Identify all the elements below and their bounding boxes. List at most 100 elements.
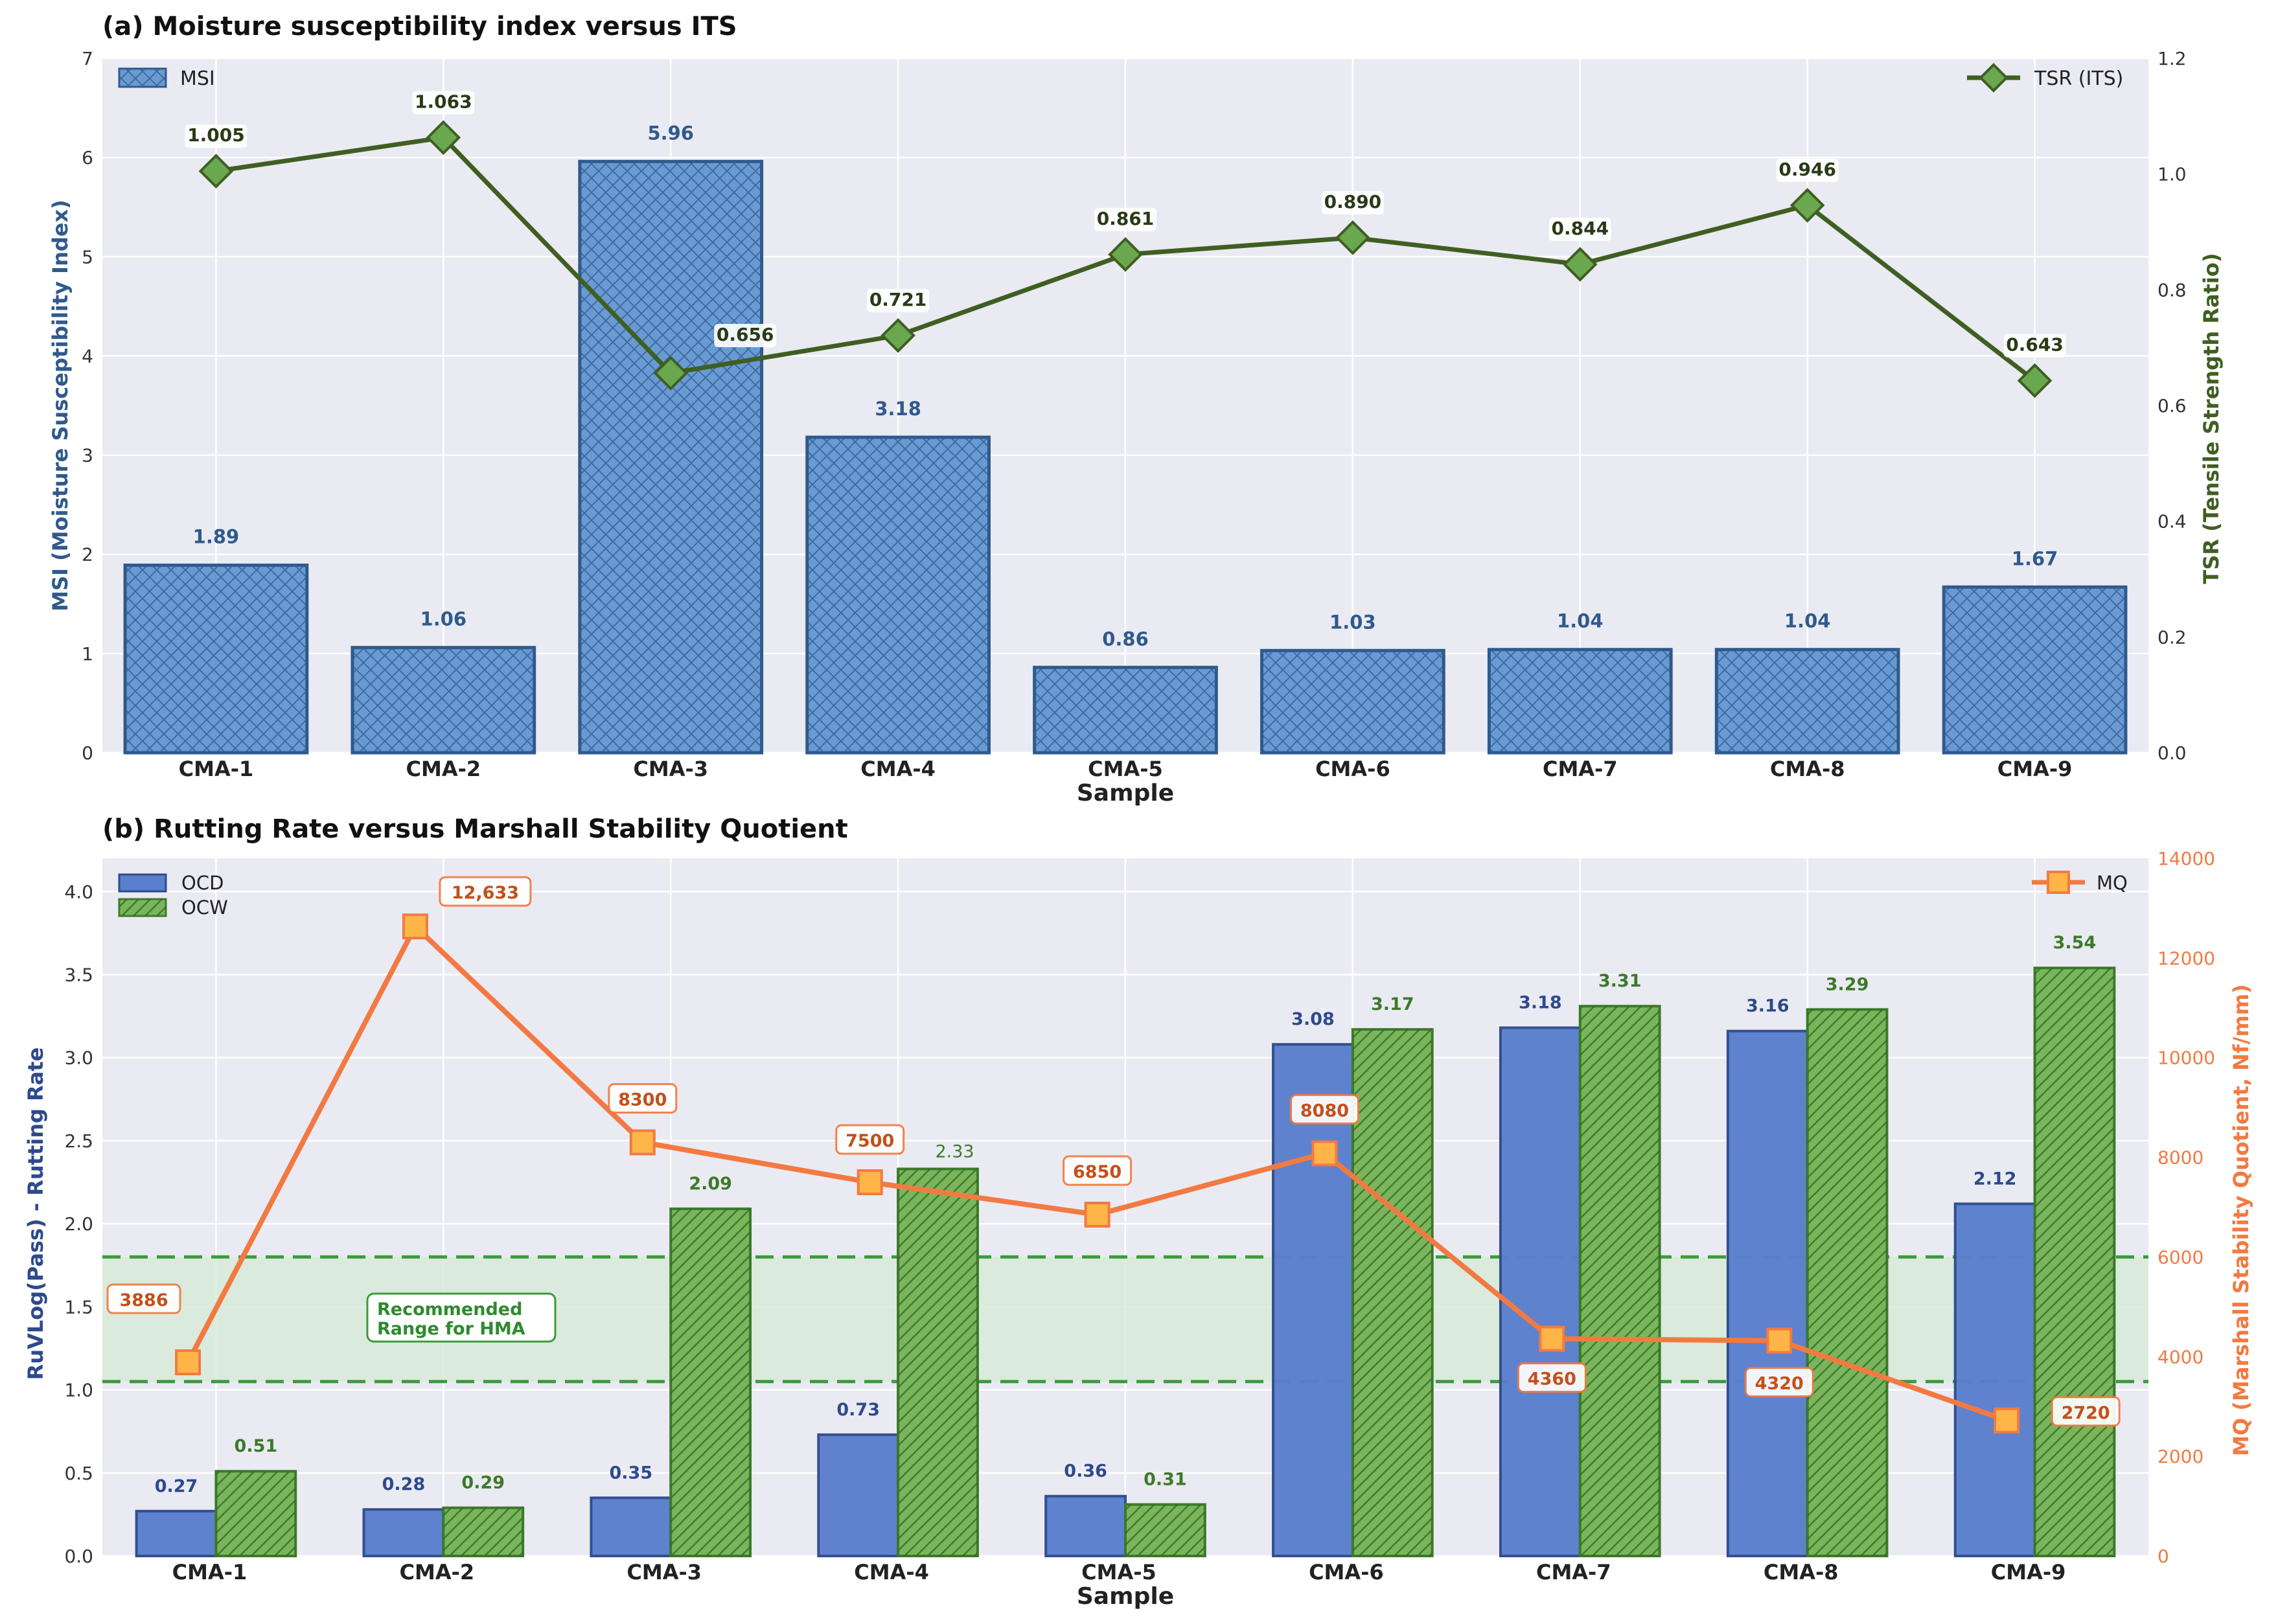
tsr-label-box [185,124,247,148]
x-axis-label-a: Sample [1077,780,1174,806]
y-tick-a: 7 [82,48,93,69]
msi-value-label: 1.89 [193,526,240,548]
ocw-value-label: 0.31 [1144,1470,1187,1490]
legend-ocd-swatch [118,873,167,893]
x-tick-b: CMA-6 [1309,1560,1384,1584]
mq-label-box [1744,1367,1814,1398]
mq-point [402,913,428,940]
ocd-bar [1953,1202,2036,1558]
msi-value-label: 1.04 [1784,610,1831,632]
ocd-value-label: 0.27 [155,1476,198,1496]
legend-ocd-label: OCD [181,872,224,894]
y-tick-a: 3 [82,445,93,466]
mq-value-label: 6850 [1073,1162,1122,1182]
ocw-value-label: 0.51 [235,1436,278,1456]
y-tick-b: 1.0 [64,1380,93,1401]
y-tick-b: 2.0 [64,1213,93,1235]
x-tick-b: CMA-9 [1991,1560,2066,1584]
msi-bar-hatch [1261,650,1444,753]
msi-bar-hatch [1489,649,1672,753]
msi-value-label: 3.18 [875,398,921,420]
mq-label-box [439,876,532,907]
y2-tick-a: 1.0 [2157,164,2187,185]
band-label-line: Recommended [377,1299,522,1320]
legend-ocw-label: OCW [181,897,228,919]
y-tick-a: 5 [82,246,93,268]
y2-tick-a: 0.2 [2157,626,2187,648]
y-tick-a: 1 [82,643,93,665]
mq-point [1994,1407,2020,1434]
tsr-label-box [2003,334,2066,358]
tsr-point [1562,247,1598,282]
x-tick-b: CMA-3 [627,1560,702,1584]
tsr-label-box [1321,190,1384,214]
ocw-bar-hatch [1352,1029,1432,1556]
tsr-label-box [412,91,475,115]
tsr-value-label: 1.005 [187,124,245,146]
chart-b-title: (b) Rutting Rate versus Marshall Stabili… [102,814,848,844]
ocw-bar-hatch [216,1471,296,1556]
tsr-label-box [714,323,777,347]
msi-bar-hatch [579,161,762,753]
mq-label-box [1517,1362,1587,1393]
ocw-value-label: 3.17 [1371,994,1414,1014]
y2-tick-b: 8000 [2157,1147,2203,1169]
ocd-bar [362,1508,445,1557]
tsr-point [880,318,915,353]
mq-value-label: 3886 [119,1290,168,1310]
mq-label-box [106,1283,181,1314]
y2-tick-b: 2000 [2157,1446,2203,1467]
y2-tick-b: 0 [2157,1546,2169,1567]
mq-point [1084,1202,1110,1228]
ocd-value-label: 0.28 [382,1474,426,1494]
mq-point [1311,1140,1338,1167]
y-tick-b: 2.5 [64,1130,93,1152]
y-tick-b: 0.0 [64,1546,93,1567]
mq-point [629,1129,656,1156]
band-label-box [366,1292,557,1343]
y2-tick-a: 0.8 [2157,279,2187,301]
y2-tick-b: 4000 [2157,1346,2203,1367]
ocw-value-label: 0.29 [461,1473,505,1493]
tsr-value-label: 0.946 [1778,159,1836,180]
mq-label-box [2051,1396,2121,1427]
y-tick-a: 6 [82,147,93,168]
y2-tick-b: 6000 [2157,1246,2203,1268]
x-tick-a: CMA-2 [406,757,481,781]
tsr-value-label: 0.643 [2006,334,2064,356]
mq-value-label: 4360 [1528,1369,1576,1390]
legend-tsr-label: TSR (ITS) [2034,67,2123,90]
x-tick-a: CMA-1 [179,757,254,781]
mq-point [1539,1325,1565,1352]
y2-tick-b: 14000 [2157,848,2215,869]
msi-value-label: 1.67 [2012,547,2058,569]
ocd-value-label: 0.73 [836,1400,880,1420]
tsr-value-label: 0.844 [1551,218,1609,239]
y2-axis-label-b: MQ (Marshall Stability Quotient, Nf/mm) [2229,984,2253,1456]
msi-bar-hatch [125,565,307,753]
msi-bar-hatch [1716,649,1899,753]
tsr-label-box [1548,218,1611,242]
mq-point [175,1349,201,1376]
tsr-label-box [1776,158,1839,182]
tsr-point [426,120,461,155]
legend-mq-label: MQ [2097,872,2128,894]
mq-value-label: 7500 [846,1131,894,1151]
msi-value-label: 0.86 [1102,628,1149,650]
x-tick-b: CMA-4 [854,1560,929,1584]
band-label-line: Range for HMA [377,1319,525,1339]
x-tick-b: CMA-7 [1536,1560,1611,1584]
legend-ocw-hatch [119,899,166,916]
y2-tick-a: 0.4 [2157,511,2187,532]
y2-axis-label-a: TSR (Tensile Strength Ratio) [2199,253,2224,584]
chart-a: 0 1 2 3 4 5 6 7 0.0 0.2 0.4 0.6 0.8 1.0 1.2 1.89 1.06 5.9… [48,48,2224,806]
tsr-value-label: 0.861 [1097,208,1155,229]
y-tick-b: 0.5 [64,1463,93,1484]
mq-label-box [1289,1093,1359,1125]
tsr-point [1789,188,1825,223]
msi-value-label: 1.04 [1557,610,1604,632]
msi-bar-hatch [1944,587,2126,753]
msi-bar-hatch [807,437,989,753]
ocd-bar [1272,1043,1354,1557]
